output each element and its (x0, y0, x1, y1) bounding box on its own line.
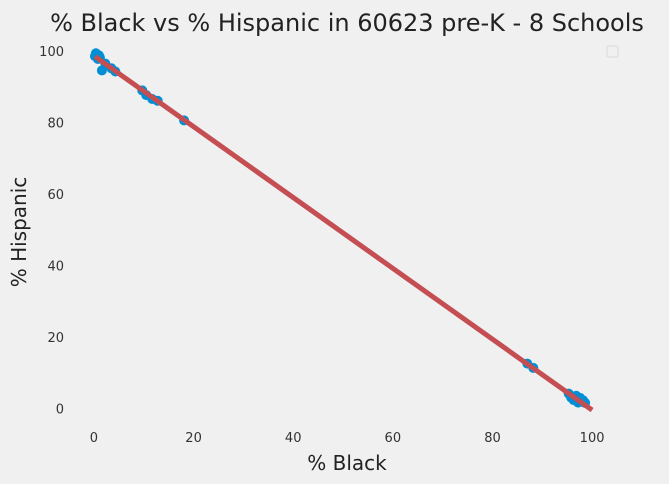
y-axis-label: % Hispanic (7, 177, 31, 288)
x-axis-label: % Black (307, 451, 387, 475)
y-tick-label: 20 (47, 331, 64, 346)
x-tick-label: 40 (285, 431, 302, 446)
x-tick-label: 20 (185, 431, 202, 446)
x-tick-label: 100 (580, 431, 605, 446)
x-tick-labels: 0 20 40 60 80 100 (90, 431, 605, 446)
x-tick-label: 60 (385, 431, 402, 446)
y-tick-labels: 0 20 40 60 80 100 (39, 45, 64, 417)
y-tick-label: 40 (47, 259, 64, 274)
y-tick-label: 100 (39, 45, 64, 60)
x-tick-label: 0 (90, 431, 98, 446)
y-tick-label: 0 (56, 402, 64, 417)
x-tick-label: 80 (484, 431, 501, 446)
fit-line-layer (93, 54, 594, 413)
regression-line (93, 54, 594, 413)
y-tick-label: 60 (47, 188, 64, 203)
legend-box (606, 45, 619, 58)
y-tick-label: 80 (47, 117, 64, 132)
chart-title: % Black vs % Hispanic in 60623 pre-K - 8… (50, 9, 644, 37)
